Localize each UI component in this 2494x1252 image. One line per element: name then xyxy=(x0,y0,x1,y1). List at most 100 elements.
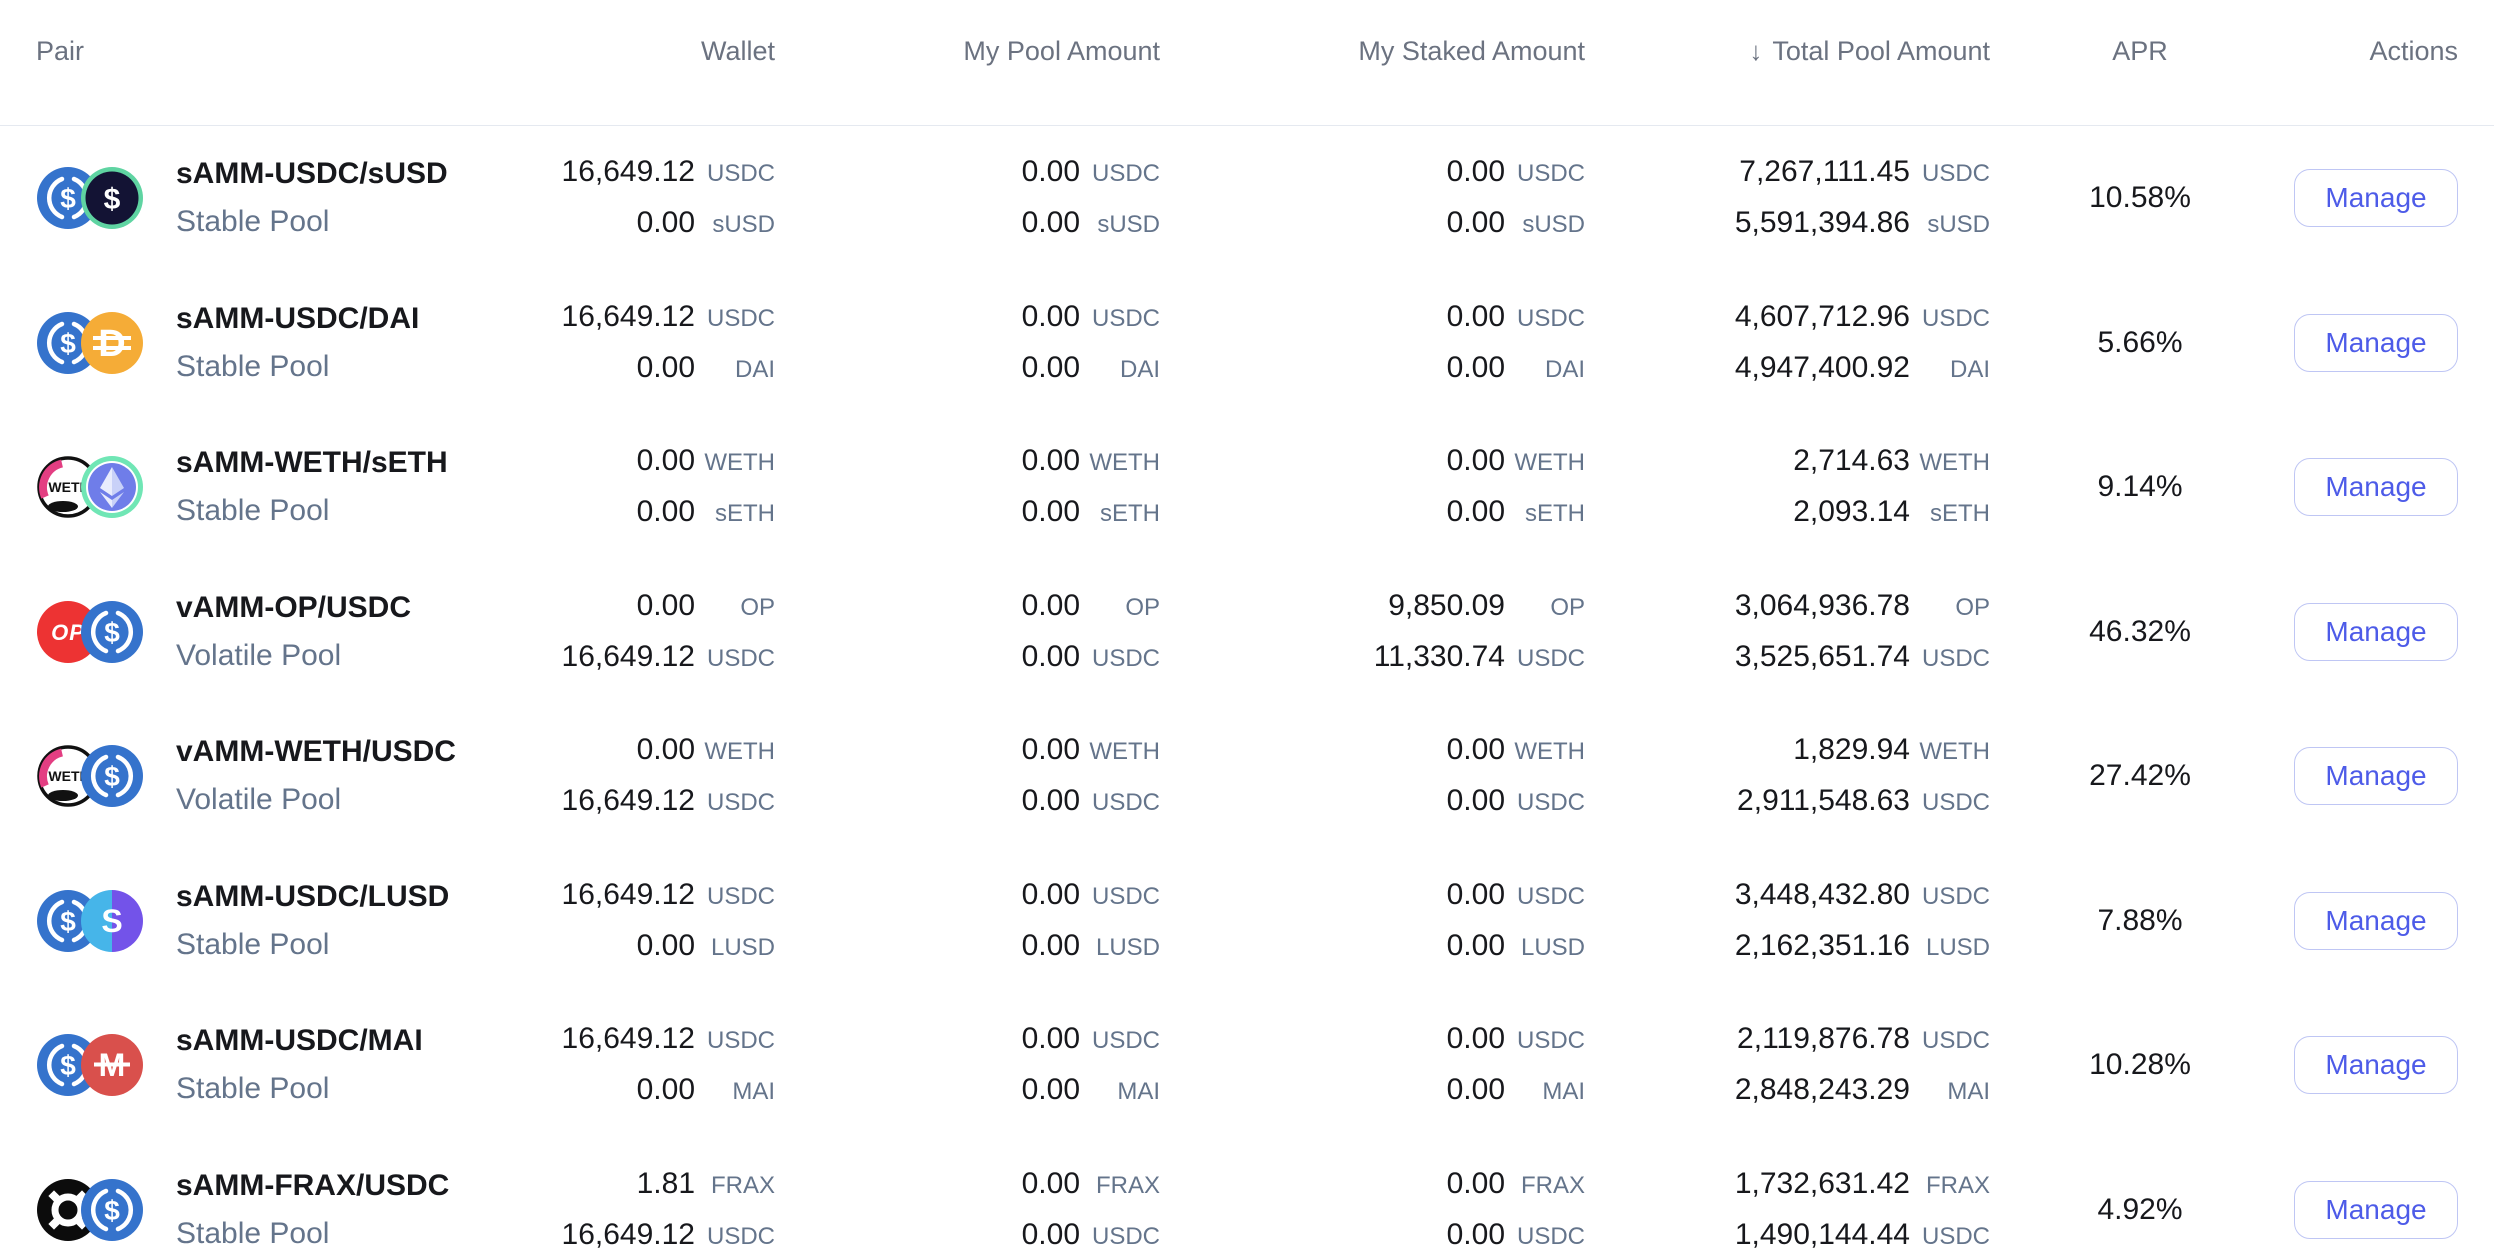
wallet-line: 16,649.12 USDC xyxy=(520,632,775,683)
pool-table-body: $ $ sAMM-USDC/sUSD Stable Pool 16,649.12… xyxy=(0,126,2494,1252)
wallet-value: 16,649.12 xyxy=(561,155,695,189)
total-pool-line: 1,732,631.42 FRAX xyxy=(1585,1159,1990,1210)
column-header-total-pool-amount[interactable]: ↓ Total Pool Amount xyxy=(1585,0,1990,67)
svg-text:$: $ xyxy=(60,1050,76,1081)
my-pool-line: 0.00 USDC xyxy=(775,292,1160,343)
total-pool-line: 4,947,400.92 DAI xyxy=(1585,343,1990,394)
column-header-my-pool-amount[interactable]: My Pool Amount xyxy=(963,36,1160,66)
column-header-apr[interactable]: APR xyxy=(2112,36,2168,66)
token-symbol: MAI xyxy=(1117,1078,1160,1106)
my-pool-value: 0.00 xyxy=(1021,877,1080,911)
my-staked-line: 0.00 LUSD xyxy=(1160,921,1585,972)
token-symbol: OP xyxy=(1125,593,1160,621)
token-symbol: USDC xyxy=(1921,644,1990,672)
manage-button[interactable]: Manage xyxy=(2294,458,2458,517)
wallet-line: 16,649.12 USDC xyxy=(520,776,775,827)
my-staked-line: 0.00 USDC xyxy=(1160,147,1585,198)
wallet-line: 16,649.12 USDC xyxy=(520,870,775,921)
token-symbol: FRAX xyxy=(1925,1171,1990,1199)
pair-name: sAMM-USDC/DAI xyxy=(176,301,420,335)
total-pool-amounts: 4,607,712.96 USDC 4,947,400.92 DAI xyxy=(1585,292,1990,394)
dai-icon: D xyxy=(80,311,144,375)
token-symbol: USDC xyxy=(1921,160,1990,188)
token-symbol: WETH xyxy=(1089,449,1160,477)
wallet-value: 0.00 xyxy=(636,928,695,962)
total-pool-value: 3,064,936.78 xyxy=(1734,588,1910,622)
total-pool-line: 2,162,351.16 LUSD xyxy=(1585,921,1990,972)
my-pool-value: 0.00 xyxy=(1021,1022,1080,1056)
manage-button[interactable]: Manage xyxy=(2294,169,2458,228)
svg-text:$: $ xyxy=(104,183,121,216)
actions-cell: Manage xyxy=(2290,747,2494,806)
token-symbol: USDC xyxy=(706,644,775,672)
my-staked-value: 0.00 xyxy=(1446,155,1505,189)
wallet-value: 0.00 xyxy=(636,588,695,622)
token-symbol: WETH xyxy=(1514,738,1585,766)
manage-button[interactable]: Manage xyxy=(2294,747,2458,806)
wallet-line: 0.00 LUSD xyxy=(520,921,775,972)
actions-cell: Manage xyxy=(2290,1036,2494,1095)
my-pool-line: 0.00 sETH xyxy=(775,487,1160,538)
my-staked-amounts: 0.00 USDC 0.00 sUSD xyxy=(1160,147,1585,249)
manage-button[interactable]: Manage xyxy=(2294,1180,2458,1239)
token-symbol: WETH xyxy=(704,449,775,477)
token-symbol: USDC xyxy=(706,882,775,910)
token-symbol: WETH xyxy=(1919,449,1990,477)
total-pool-value: 7,267,111.45 xyxy=(1739,155,1910,189)
pair-cell: WETH $ vAMM-WETH/USDC Volatile Pool xyxy=(0,728,520,824)
pair-token-icons: $ D xyxy=(36,311,144,375)
total-pool-amounts: 2,714.63 WETH 2,093.14 sETH xyxy=(1585,436,1990,538)
column-header-pair[interactable]: Pair xyxy=(36,36,85,66)
pair-text: sAMM-USDC/DAI Stable Pool xyxy=(176,295,419,391)
my-staked-amounts: 0.00 FRAX 0.00 USDC xyxy=(1160,1159,1585,1252)
my-staked-value: 0.00 xyxy=(1446,1073,1505,1107)
manage-button[interactable]: Manage xyxy=(2294,1036,2458,1095)
my-pool-value: 0.00 xyxy=(1021,495,1080,529)
total-pool-line: 1,490,144.44 USDC xyxy=(1585,1210,1990,1252)
token-symbol: USDC xyxy=(1516,304,1585,332)
pair-token-icons: OP $ xyxy=(36,600,144,664)
apr-value: 10.28% xyxy=(2089,1048,2191,1082)
manage-button[interactable]: Manage xyxy=(2294,313,2458,372)
pair-name: sAMM-FRAX/USDC xyxy=(176,1168,450,1202)
total-pool-line: 7,267,111.45 USDC xyxy=(1585,147,1990,198)
my-staked-line: 9,850.09 OP xyxy=(1160,581,1585,632)
total-pool-value: 4,607,712.96 xyxy=(1734,299,1910,333)
column-header-wallet[interactable]: Wallet xyxy=(700,36,775,66)
wallet-line: 0.00 MAI xyxy=(520,1065,775,1116)
my-pool-amounts: 0.00 USDC 0.00 sUSD xyxy=(775,147,1160,249)
my-staked-line: 0.00 sUSD xyxy=(1160,198,1585,249)
pair-text: vAMM-OP/USDC Volatile Pool xyxy=(176,584,411,680)
apr-value: 10.58% xyxy=(2089,181,2191,215)
pool-table-row: $ D sAMM-USDC/DAI Stable Pool 16,649.12 U… xyxy=(0,271,2494,416)
op-icon: OP xyxy=(36,600,100,664)
manage-button[interactable]: Manage xyxy=(2294,891,2458,950)
wallet-value: 1.81 xyxy=(636,1166,695,1200)
seth-icon xyxy=(80,455,144,519)
my-pool-amounts: 0.00 OP 0.00 USDC xyxy=(775,581,1160,683)
my-staked-line: 0.00 WETH xyxy=(1160,725,1585,776)
column-header-my-staked-amount[interactable]: My Staked Amount xyxy=(1358,36,1585,66)
pair-name: sAMM-USDC/sUSD xyxy=(176,157,448,191)
token-symbol: sETH xyxy=(1930,500,1990,528)
my-pool-value: 0.00 xyxy=(1021,784,1080,818)
token-symbol: USDC xyxy=(1921,882,1990,910)
svg-text:WETH: WETH xyxy=(48,768,89,784)
wallet-value: 16,649.12 xyxy=(561,1217,695,1251)
total-pool-line: 2,714.63 WETH xyxy=(1585,436,1990,487)
token-symbol: MAI xyxy=(1947,1078,1990,1106)
my-staked-value: 0.00 xyxy=(1446,299,1505,333)
total-pool-amounts: 3,064,936.78 OP 3,525,651.74 USDC xyxy=(1585,581,1990,683)
my-staked-value: 0.00 xyxy=(1446,1217,1505,1251)
susd-icon: $ xyxy=(80,166,144,230)
my-staked-value: 9,850.09 xyxy=(1388,588,1505,622)
wallet-line: 0.00 OP xyxy=(520,581,775,632)
svg-text:OP: OP xyxy=(51,620,85,645)
wallet-value: 16,649.12 xyxy=(561,639,695,673)
pool-type-label: Stable Pool xyxy=(176,1072,330,1106)
total-pool-line: 3,448,432.80 USDC xyxy=(1585,870,1990,921)
pool-type-label: Volatile Pool xyxy=(176,783,342,817)
manage-button[interactable]: Manage xyxy=(2294,602,2458,661)
total-pool-line: 5,591,394.86 sUSD xyxy=(1585,198,1990,249)
svg-text:$: $ xyxy=(104,1195,120,1226)
